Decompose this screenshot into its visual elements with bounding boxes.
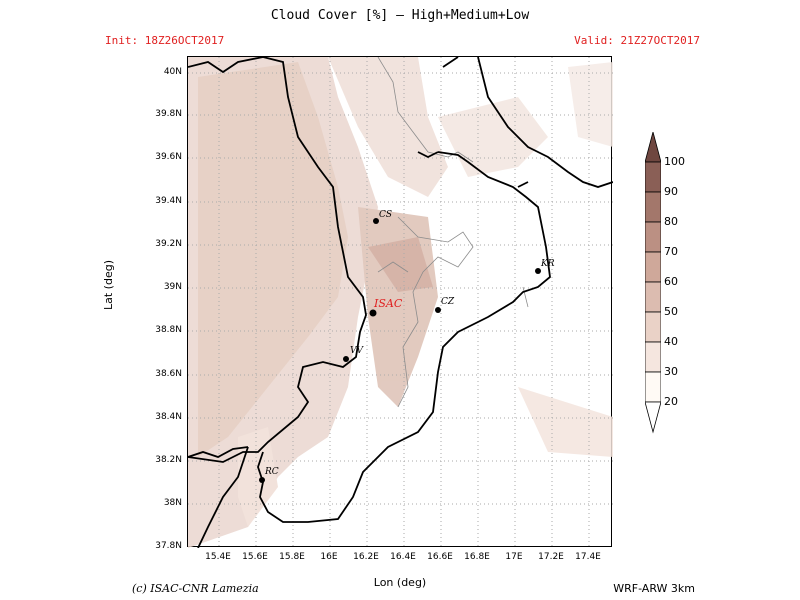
colorbar-swatch-40-50 — [644, 311, 662, 343]
model-label: WRF-ARW 3km — [613, 582, 695, 595]
lat-tick-39n: 39N — [163, 282, 182, 292]
colorbar-label-60: 60 — [664, 275, 678, 288]
city-markers — [259, 218, 541, 483]
lon-tick-16-4e: 16.4E — [390, 552, 416, 562]
map-panel — [187, 56, 614, 549]
x-axis-label: Lon (deg) — [373, 576, 427, 589]
colorbar-label-80: 80 — [664, 215, 678, 228]
lon-tick-16-6e: 16.6E — [427, 552, 453, 562]
colorbar-swatch-80-90 — [644, 191, 662, 223]
colorbar-bottom-arrow — [644, 401, 662, 434]
cloud-cover-field — [188, 57, 613, 548]
lon-tick-15-8e: 15.8E — [279, 552, 305, 562]
city-label-rc: RC — [265, 467, 279, 477]
colorbar-swatch-20-30 — [644, 371, 662, 403]
city-label-isac: ISAC — [374, 297, 403, 310]
lat-tick-40n: 40N — [163, 67, 182, 77]
colorbar-svg — [644, 130, 662, 434]
colorbar-swatch-90-100 — [644, 161, 662, 193]
lat-tick-38n: 38N — [163, 498, 182, 508]
credit-text: (c) ISAC-CNR Lamezia — [132, 582, 259, 595]
colorbar-swatch-30-40 — [644, 341, 662, 373]
y-axis-label: Lat (deg) — [102, 260, 115, 310]
lon-tick-17-2e: 17.2E — [538, 552, 564, 562]
city-label-cs: CS — [379, 210, 393, 220]
colorbar-label-70: 70 — [664, 245, 678, 258]
lat-tick-39-4n: 39.4N — [155, 196, 182, 206]
chart-title: Cloud Cover [%] — High+Medium+Low — [270, 8, 530, 23]
cloud-cover-map — [187, 56, 614, 549]
lat-tick-39-2n: 39.2N — [155, 239, 182, 249]
colorbar-label-20: 20 — [664, 395, 678, 408]
lat-tick-38-8n: 38.8N — [155, 325, 182, 335]
colorbar-label-30: 30 — [664, 365, 678, 378]
city-label-kr: KR — [541, 259, 555, 269]
init-time-label: Init: 18Z26OCT2017 — [105, 34, 225, 47]
coastline — [187, 56, 614, 549]
lon-tick-15-6e: 15.6E — [242, 552, 268, 562]
colorbar-label-100: 100 — [664, 155, 685, 168]
lat-tick-38-2n: 38.2N — [155, 455, 182, 465]
lon-tick-16e: 16E — [320, 552, 338, 562]
colorbar-label-50: 50 — [664, 305, 678, 318]
valid-time-label: Valid: 21Z27OCT2017 — [574, 34, 700, 47]
lat-tick-38-4n: 38.4N — [155, 412, 182, 422]
lon-tick-16-2e: 16.2E — [353, 552, 379, 562]
city-label-cz: CZ — [441, 297, 455, 307]
colorbar-top-arrow — [644, 130, 662, 163]
lon-tick-17e: 17E — [505, 552, 523, 562]
lon-tick-16-8e: 16.8E — [464, 552, 490, 562]
colorbar — [644, 130, 662, 441]
lon-tick-15-4e: 15.4E — [205, 552, 231, 562]
colorbar-swatch-70-80 — [644, 221, 662, 253]
lat-tick-38-6n: 38.6N — [155, 369, 182, 379]
lat-tick-39-8n: 39.8N — [155, 109, 182, 119]
colorbar-label-90: 90 — [664, 185, 678, 198]
city-label-vv: VV — [350, 346, 363, 356]
region-borders — [377, 56, 529, 408]
lat-tick-39-6n: 39.6N — [155, 152, 182, 162]
colorbar-swatch-60-70 — [644, 251, 662, 283]
colorbar-label-40: 40 — [664, 335, 678, 348]
colorbar-swatch-50-60 — [644, 281, 662, 313]
lat-tick-37-8n: 37.8N — [155, 541, 182, 551]
lon-tick-17-4e: 17.4E — [575, 552, 601, 562]
